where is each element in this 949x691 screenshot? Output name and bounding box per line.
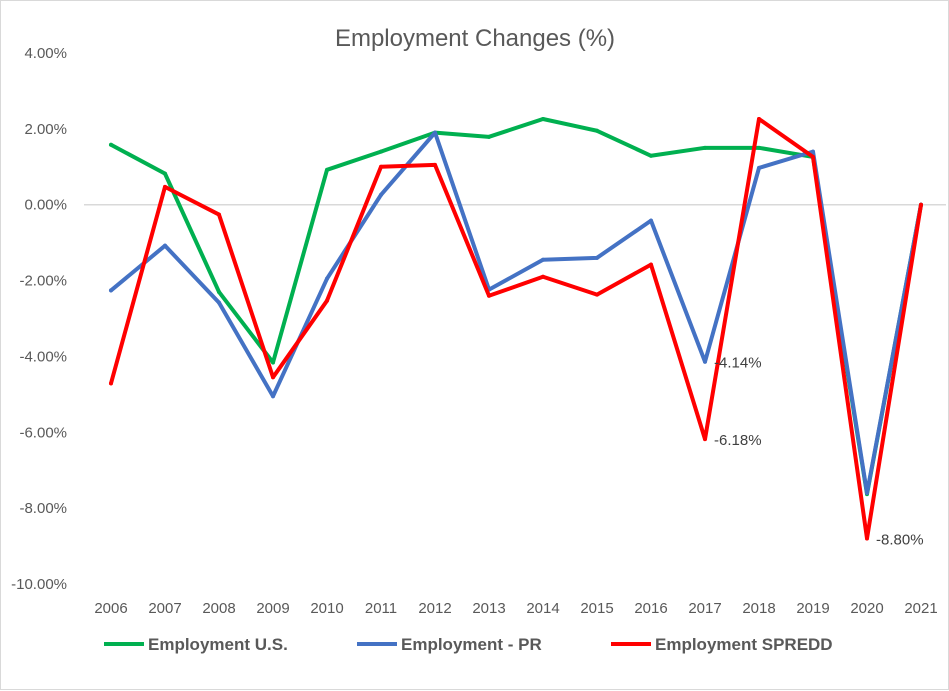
data-point: [541, 274, 545, 279]
data-point: [379, 192, 383, 197]
data-point: [271, 375, 275, 380]
x-tick-label: 2015: [580, 600, 613, 617]
x-tick-label: 2018: [742, 600, 775, 617]
data-label: -6.18%: [714, 432, 762, 449]
x-tick-label: 2013: [472, 600, 505, 617]
data-point: [811, 154, 815, 159]
data-point: [541, 116, 545, 121]
data-point: [325, 276, 329, 281]
data-point: [487, 134, 491, 139]
data-point: [649, 218, 653, 223]
data-point: [325, 167, 329, 172]
data-label: -4.14%: [714, 355, 762, 372]
data-point: [757, 116, 761, 121]
data-point: [379, 149, 383, 154]
data-point: [217, 300, 221, 305]
y-tick-label: -2.00%: [19, 273, 67, 290]
data-point: [109, 288, 113, 293]
data-point: [163, 243, 167, 248]
series-line-2: [109, 130, 923, 495]
data-point: [595, 255, 599, 260]
data-point: [865, 490, 869, 495]
x-tick-label: 2020: [850, 600, 883, 617]
data-point: [163, 171, 167, 176]
data-label: -8.80%: [876, 531, 924, 548]
data-point: [595, 128, 599, 133]
y-tick-label: -10.00%: [11, 576, 67, 593]
legend-label: Employment U.S.: [148, 635, 288, 654]
x-tick-label: 2017: [688, 600, 721, 617]
data-point: [919, 202, 923, 207]
y-tick-label: -8.00%: [19, 500, 67, 517]
data-point: [433, 162, 437, 167]
y-tick-label: 2.00%: [24, 121, 67, 138]
x-tick-label: 2010: [310, 600, 343, 617]
chart-title: Employment Changes (%): [335, 25, 615, 52]
y-tick-label: 4.00%: [24, 45, 67, 62]
data-point: [163, 184, 167, 189]
data-point: [595, 292, 599, 297]
data-point: [541, 257, 545, 262]
data-point: [379, 164, 383, 169]
legend-label: Employment SPREDD: [655, 635, 833, 654]
data-point: [703, 359, 707, 364]
x-tick-label: 2016: [634, 600, 667, 617]
y-tick-label: -6.00%: [19, 424, 67, 441]
y-tick-label: 0.00%: [24, 197, 67, 214]
x-tick-label: 2009: [256, 600, 289, 617]
x-tick-label: 2006: [94, 600, 127, 617]
x-tick-label: 2008: [202, 600, 235, 617]
data-point: [865, 536, 869, 541]
data-point: [217, 289, 221, 294]
data-point: [109, 142, 113, 147]
x-tick-label: 2012: [418, 600, 451, 617]
data-point: [433, 130, 437, 135]
data-point: [109, 381, 113, 386]
data-point: [649, 262, 653, 267]
x-tick-label: 2021: [904, 600, 937, 617]
x-tick-label: 2019: [796, 600, 829, 617]
x-tick-label: 2007: [148, 600, 181, 617]
data-point: [703, 437, 707, 442]
series-line-3: [109, 116, 923, 541]
x-tick-label: 2011: [365, 600, 397, 617]
data-point: [271, 394, 275, 399]
data-point: [487, 293, 491, 298]
legend-label: Employment - PR: [401, 635, 542, 654]
data-point: [649, 153, 653, 158]
data-point: [703, 145, 707, 150]
series-line-1: [109, 116, 923, 497]
data-point: [325, 298, 329, 303]
data-point: [757, 145, 761, 150]
data-point: [811, 149, 815, 154]
y-tick-label: -4.00%: [19, 348, 67, 365]
data-point: [757, 165, 761, 170]
data-point: [217, 212, 221, 217]
data-point: [271, 360, 275, 365]
x-tick-label: 2014: [526, 600, 559, 617]
